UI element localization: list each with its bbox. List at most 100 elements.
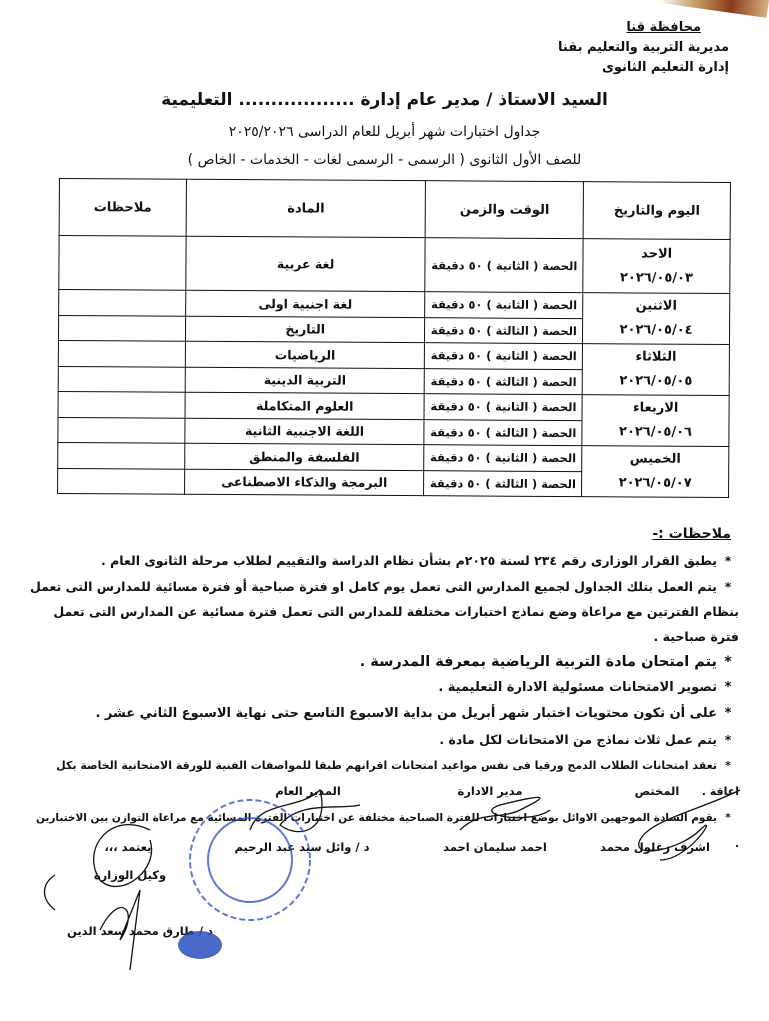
signature-general-director [249, 788, 361, 833]
exam-date: ٢٠٢٦/٠٥/٠٣ [619, 269, 693, 286]
bullet-icon: * [725, 759, 731, 772]
note-text: على أن تكون محتويات اختبار شهر أبريل من … [95, 706, 717, 721]
subject: البرمجة والذكاء الاصطناعى [184, 468, 425, 496]
sig-undersecretary-name: د / طارق محمد سعد الدين [67, 924, 213, 938]
sig-admin-director-name: احمد سليمان احمد [443, 840, 547, 854]
note-item: * تصوير الامتحانات مسئولية الادارة التعلي… [29, 675, 739, 701]
bullet-icon: * [724, 706, 732, 721]
signature-undersecretary [93, 824, 153, 971]
signature-admin-director [459, 796, 551, 831]
exam-schedule-table: اليوم والتاريخ الوقت والزمن المادة ملاحظ… [57, 178, 731, 498]
notes-cell [58, 391, 186, 418]
session-time: الحصة ( الثانية ) ٥٠ دقيقة [424, 342, 583, 370]
exam-date: ٢٠٢٦/٠٥/٠٦ [618, 424, 693, 440]
day-date-cell: الخميس ٢٠٢٦/٠٥/٠٧ [581, 445, 729, 498]
note-item: * يتم امتحان مادة التربية الرياضية بمعرفة… [29, 649, 739, 675]
page-fold-corner [657, 0, 769, 18]
session-time: الحصة ( الثانية ) ٥٠ دقيقة [424, 393, 583, 421]
header-day: اليوم والتاريخ [583, 181, 731, 240]
bullet-icon: * [724, 579, 732, 594]
department: إدارة التعليم الثانوى [601, 60, 729, 75]
note-text: يتم العمل بتلك الجداول لجميع المدارس الت… [30, 579, 739, 644]
subject: لغة اجنبية اولى [185, 290, 426, 318]
bullet-icon: * [725, 812, 731, 824]
exam-date: ٢٠٢٦/٠٥/٠٧ [618, 475, 692, 491]
day-name: الاحد [641, 246, 673, 262]
table-header-row: اليوم والتاريخ الوقت والزمن المادة ملاحظ… [59, 178, 731, 240]
sig-admin-director-role: مدير الادارة [457, 784, 523, 798]
signature-specialist [638, 789, 741, 861]
notes-cell [58, 340, 186, 367]
bullet-icon: * [724, 732, 732, 747]
day-date-cell: الاحد ٢٠٢٦/٠٥/٠٣ [582, 238, 731, 294]
subject: لغة عربية [185, 236, 426, 292]
note-item: *يقوم السادة الموجهين الاوائل بوضع اختبا… [29, 805, 739, 857]
day-date-cell: الاثنين ٢٠٢٦/٠٥/٠٤ [582, 292, 730, 345]
note-text: يطبق القرار الوزارى رقم ٢٣٤ لسنة ٢٠٢٥م ب… [100, 553, 717, 568]
letterhead: محافظة قنا مديرية التربية والتعليم بقنا … [558, 18, 729, 78]
day-date-cell: الاربعاء ٢٠٢٦/٠٥/٠٦ [582, 394, 730, 447]
bracket-mark [43, 874, 56, 911]
note-item: *تعقد امتحانات الطلاب الدمج ورقيا فى نفس… [29, 753, 739, 805]
notes-cell [58, 235, 186, 291]
subject: التربية الدينية [185, 366, 425, 394]
notes-cell [57, 467, 185, 495]
notes-title: ملاحظات :- [652, 526, 731, 542]
table-row: الاحد ٢٠٢٦/٠٥/٠٣ الحصة ( الثانية ) ٥٠ دقيق… [58, 235, 731, 294]
note-item: * يتم عمل ثلاث نماذج من الامتحانات لكل ما… [29, 727, 739, 753]
day-name: الخميس [629, 451, 681, 467]
bullet-icon: * [724, 680, 732, 695]
header-subject: المادة [185, 179, 426, 238]
notes-cell [57, 442, 185, 469]
exam-date: ٢٠٢٦/٠٥/٠٥ [619, 373, 693, 389]
day-name: الثلاثاء [635, 349, 677, 365]
exam-date: ٢٠٢٦/٠٥/٠٤ [619, 322, 693, 338]
approval-text: يعتمد ،،، [104, 840, 152, 854]
directorate: مديرية التربية والتعليم بقنا [558, 40, 729, 55]
subject: الرياضيات [185, 341, 425, 369]
subject: الفلسفة والمنطق [184, 443, 425, 471]
session-time: الحصة ( الثانية ) ٥٠ دقيقة [425, 237, 584, 293]
subject: العلوم المتكاملة [184, 392, 425, 420]
notes-cell [58, 289, 186, 316]
document-title: جداول اختبارات شهر أبريل للعام الدراسى ٢… [228, 124, 541, 140]
subject: التاريخ [185, 315, 426, 343]
session-time: الحصة ( الثانية ) ٥٠ دقيقة [424, 444, 583, 472]
session-time: الحصة ( الثالثة ) ٥٠ دقيقة [424, 419, 583, 446]
session-time: الحصة ( الثالثة ) ٥٠ دقيقة [424, 368, 583, 395]
addressee: السيد الاستاذ / مدير عام إدارة .........… [161, 90, 608, 110]
note-text: تعقد امتحانات الطلاب الدمج ورقيا فى نفس … [56, 759, 739, 798]
governorate: محافظة قنا [626, 20, 701, 35]
bullet-icon: * [724, 654, 732, 670]
note-item: * على أن تكون محتويات اختبار شهر أبريل من… [29, 701, 739, 727]
official-stamp [189, 799, 311, 921]
note-text: تصوير الامتحانات مسئولية الادارة التعليم… [438, 680, 717, 695]
day-name: الاثنين [635, 298, 678, 314]
note-text: يقوم السادة الموجهين الاوائل بوضع اختبار… [35, 812, 739, 850]
sig-general-director-name: د / وائل سيد عبد الرحيم [234, 840, 370, 854]
handwritten-signatures [43, 788, 741, 971]
notes-cell [57, 416, 185, 444]
sig-undersecretary-role: وكيل الوزارة [93, 868, 167, 882]
session-time: الحصة ( الثالثة ) ٥٠ دقيقة [423, 470, 582, 497]
notes-list: * يطبق القرار الوزارى رقم ٢٣٤ لسنة ٢٠٢٥م … [29, 548, 739, 857]
sig-specialist-role: المختص [634, 784, 680, 798]
day-date-cell: الثلاثاء ٢٠٢٦/٠٥/٠٥ [582, 343, 730, 396]
note-text: يتم عمل ثلاث نماذج من الامتحانات لكل ماد… [439, 732, 717, 747]
session-time: الحصة ( الثالثة ) ٥٠ دقيقة [424, 317, 583, 344]
header-notes: ملاحظات [59, 178, 187, 237]
notes-cell [58, 314, 186, 342]
subject: اللغة الاجنبية الثانية [184, 417, 425, 445]
note-item: * يطبق القرار الوزارى رقم ٢٣٤ لسنة ٢٠٢٥م … [29, 548, 739, 574]
header-time: الوقت والزمن [425, 180, 584, 239]
document-subtitle: للصف الأول الثانوى ( الرسمى - الرسمى لغا… [187, 152, 582, 168]
sig-general-director-role: المدير العام [275, 784, 341, 798]
bullet-icon: * [724, 553, 732, 568]
day-name: الاربعاء [632, 400, 679, 416]
notes-cell [58, 365, 186, 393]
note-text: يتم امتحان مادة التربية الرياضية بمعرفة … [359, 654, 717, 670]
sig-specialist-name: اشرف زغلول محمد [600, 840, 710, 854]
stamp-ink-blot [178, 931, 222, 959]
session-time: الحصة ( الثانية ) ٥٠ دقيقة [425, 291, 583, 319]
note-item: *يتم العمل بتلك الجداول لجميع المدارس ال… [29, 574, 739, 649]
